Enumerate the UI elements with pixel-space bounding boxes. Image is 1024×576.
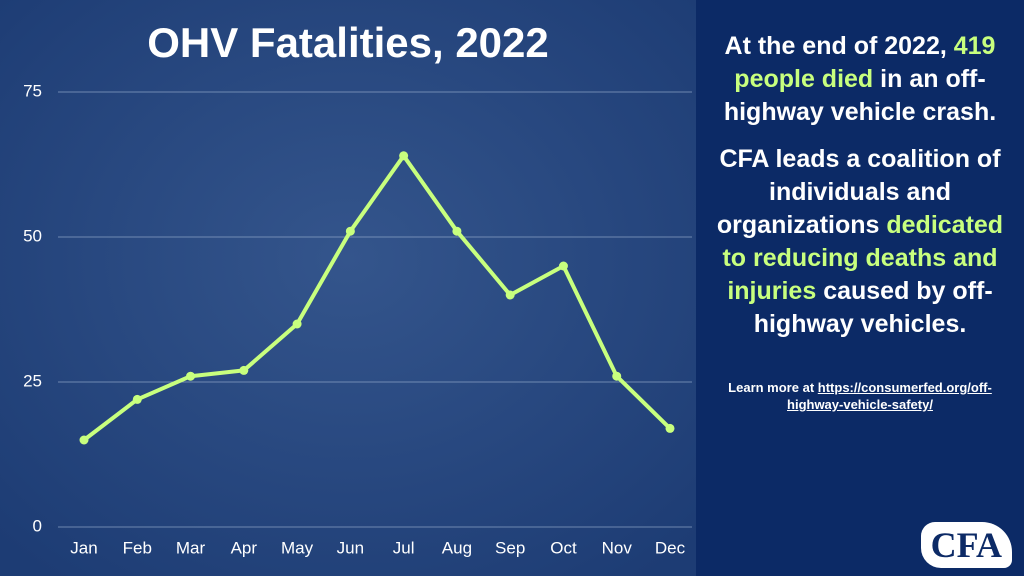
x-tick-label: Sep — [495, 538, 525, 557]
x-tick-label: May — [281, 538, 314, 557]
intro-text: in an off-highway vehicle crash. — [723, 65, 997, 126]
chart: OHV Fatalities, 2022 0 25 50 75 Jan Feb Mar Apr… — [0, 0, 696, 576]
data-point — [558, 261, 568, 271]
x-tick-label: Oct — [550, 538, 577, 557]
data-point — [452, 226, 462, 236]
data-point — [345, 226, 355, 236]
side-panel: At the end of 2022, 419 people died in a… — [696, 0, 1024, 576]
mission: CFA leads a coalition of individuals and… — [708, 143, 1012, 341]
chart-title: OHV Fatalities, 2022 — [147, 19, 549, 66]
x-tick-label: Aug — [442, 538, 472, 557]
x-tick-label: Nov — [602, 538, 633, 557]
intro-text: At the end of 2022, — [724, 32, 947, 60]
x-tick-label: Feb — [123, 538, 152, 557]
learn-more: Learn more at https://consumerfed.org/of… — [712, 379, 1008, 413]
data-point — [79, 435, 89, 445]
data-point — [505, 290, 515, 300]
data-point — [132, 394, 142, 404]
x-tick-label: Jul — [393, 538, 415, 557]
data-point — [399, 151, 409, 161]
mission-text: caused by off-highway vehicles. — [753, 277, 993, 338]
x-tick-label: Apr — [231, 538, 258, 557]
x-tick-label: Dec — [655, 538, 686, 557]
data-point — [665, 423, 675, 433]
mission-highlight: dedicated to reducing deaths and injurie… — [722, 211, 1004, 305]
data-point — [239, 365, 249, 375]
x-tick-label: Jun — [337, 538, 364, 557]
y-tick-label: 75 — [23, 81, 42, 100]
data-line — [82, 153, 672, 442]
chart-background — [0, 0, 696, 576]
y-tick-label: 0 — [33, 516, 42, 535]
x-tick-label: Mar — [176, 538, 206, 557]
y-tick-label: 50 — [23, 226, 42, 245]
intro: At the end of 2022, 419 people died in a… — [708, 30, 1012, 129]
data-point — [612, 371, 622, 381]
learn-more-link[interactable]: https://consumerfed.org/off-highway-vehi… — [787, 380, 992, 412]
data-point — [292, 319, 302, 329]
logo: CFA — [920, 522, 1012, 568]
y-tick-label: 25 — [23, 371, 42, 390]
data-point — [186, 371, 196, 381]
x-tick-label: Jan — [70, 538, 97, 557]
intro-highlight: 419 people died — [734, 32, 996, 93]
mission-text: CFA leads a coalition of individuals and… — [716, 145, 1001, 239]
learn-more-text: Learn more at — [728, 380, 815, 395]
